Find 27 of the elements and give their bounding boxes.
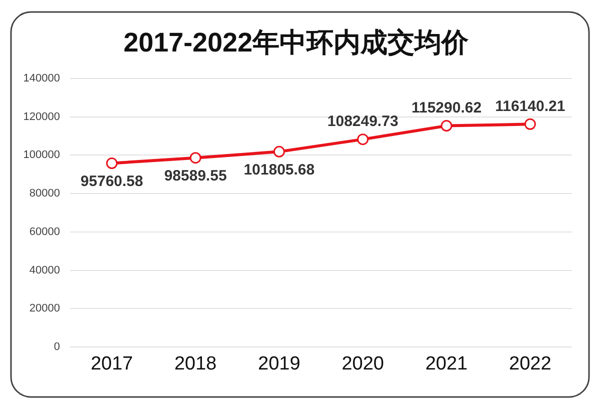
point	[106, 158, 118, 170]
x-tick-label: 2020	[342, 354, 384, 375]
point	[190, 152, 202, 164]
x-tick-label: 2021	[425, 354, 468, 375]
data-label: 108249.73	[327, 112, 398, 130]
y-tick-label: 40000	[29, 264, 60, 276]
data-label: 116140.21	[495, 98, 566, 115]
x-tick-label: 2017	[90, 354, 133, 375]
x-tick-label: 2018	[174, 354, 217, 375]
point	[440, 120, 452, 132]
data-label: 95760.58	[80, 172, 144, 190]
y-tick-label: 20000	[29, 302, 60, 315]
data-label: 115290.62	[411, 99, 482, 116]
y-tick-label: 100000	[23, 149, 60, 162]
point	[273, 146, 285, 158]
x-tick-label: 2019	[258, 354, 300, 375]
chart-title: 2017-2022年中环内成交均价	[123, 28, 470, 58]
point	[524, 118, 536, 130]
y-tick-label: 120000	[23, 110, 60, 123]
data-label: 98589.55	[164, 167, 227, 184]
y-tick-label: 140000	[23, 72, 60, 84]
y-tick-label: 60000	[29, 226, 60, 238]
point	[357, 134, 369, 146]
y-tick-label: 80000	[29, 188, 60, 200]
data-label: 101805.68	[244, 161, 315, 178]
x-tick-label: 2022	[509, 354, 552, 375]
y-tick-label: 0	[54, 341, 60, 354]
